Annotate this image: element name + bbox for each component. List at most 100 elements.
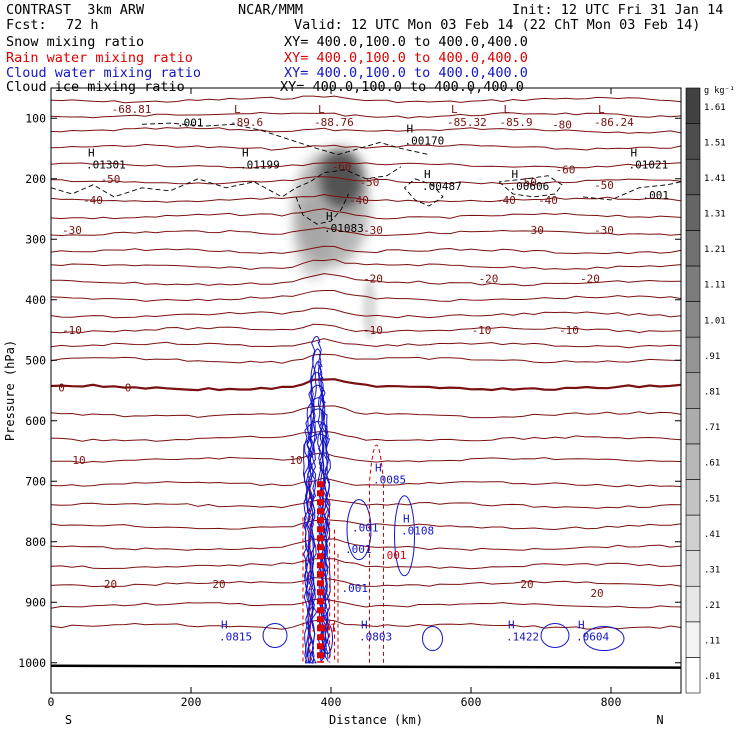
temperature-isotherms: -68.81-60 -60-50 -50 -50 -50-40 -40 -40 -40-30-… bbox=[50, 95, 682, 630]
colorbar-segment bbox=[685, 265, 701, 302]
colorbar-segment bbox=[685, 158, 701, 196]
y-tick-label: 700 bbox=[25, 474, 46, 488]
low-value-label: -85.9 bbox=[500, 116, 533, 129]
low-marker: L bbox=[504, 103, 511, 116]
colorbar-tick-label: .01 bbox=[704, 672, 720, 682]
isotherm-label: 0 bbox=[58, 381, 65, 394]
cloud-ice-contours bbox=[50, 122, 682, 225]
colorbar-tick-label: 1.11 bbox=[704, 281, 726, 291]
high-marker: H bbox=[407, 122, 414, 135]
isotherm-label: -50 bbox=[101, 173, 121, 186]
model-title: CONTRAST 3km ARW bbox=[6, 2, 145, 18]
isotherm-label: 20 bbox=[590, 587, 603, 600]
north-label: N bbox=[656, 713, 663, 727]
forecast-hours: 72 h bbox=[66, 17, 99, 33]
isotherm-line bbox=[50, 127, 682, 134]
cloud-ice-contour bbox=[582, 181, 682, 201]
maximum-value-label: .0803 bbox=[359, 631, 392, 644]
isotherm-line bbox=[50, 598, 682, 609]
maximum-value-label: .01301 bbox=[86, 159, 126, 172]
high-marker: H bbox=[508, 619, 515, 632]
colorbar-segment bbox=[685, 621, 701, 658]
isotherm-label: -30 bbox=[594, 224, 614, 237]
isotherm-label: -30 bbox=[363, 224, 383, 237]
y-tick-label: 900 bbox=[25, 595, 46, 609]
cloud-ice-contour bbox=[295, 193, 349, 225]
rain-field-xy: XY= 400.0,100.0 to 400.0,400.0 bbox=[284, 50, 528, 66]
isotherm-label: -40 bbox=[538, 194, 558, 207]
colorbar-segment bbox=[685, 123, 701, 160]
colorbar-segment bbox=[685, 372, 701, 409]
isotherm-line bbox=[50, 619, 682, 630]
high-marker: H bbox=[403, 513, 410, 526]
isotherm-line bbox=[50, 557, 682, 570]
high-marker: H bbox=[375, 461, 382, 474]
plot-frame bbox=[50, 87, 682, 694]
colorbar-tick-label: .31 bbox=[704, 565, 720, 575]
center-name: NCAR/MMM bbox=[238, 2, 304, 18]
y-tick-label: 500 bbox=[25, 353, 46, 367]
low-value-label: -86.24 bbox=[594, 116, 634, 129]
high-marker: H bbox=[361, 619, 368, 632]
maximum-value-label: .00170 bbox=[405, 134, 445, 147]
low-marker: L bbox=[451, 103, 458, 116]
y-axis-label: Pressure (hPa) bbox=[3, 340, 17, 441]
isotherm-label: -68.81 bbox=[112, 103, 152, 116]
x-tick-label: 600 bbox=[461, 695, 482, 709]
maximum-value-label: .001 bbox=[310, 621, 337, 634]
maximum-value-label: .00606 bbox=[510, 180, 550, 193]
isotherm-line bbox=[50, 577, 682, 588]
cloud-ice-contour bbox=[50, 166, 402, 198]
snow-field-name: Snow mixing ratio bbox=[6, 34, 145, 50]
cloud-ice-contour bbox=[403, 178, 444, 207]
low-value-label: -88.76 bbox=[314, 116, 354, 129]
isotherm-label: -10 bbox=[472, 324, 492, 337]
isotherm-line bbox=[50, 378, 682, 392]
colorbar-segment bbox=[685, 301, 701, 338]
high-marker: H bbox=[242, 147, 249, 160]
maximum-value-label: .0085 bbox=[373, 473, 406, 486]
cloud-water-contour bbox=[394, 495, 415, 577]
isotherm-label: 10 bbox=[289, 454, 302, 467]
colorbar-tick-label: 1.51 bbox=[704, 138, 726, 148]
cloud-water-contour bbox=[302, 433, 331, 664]
isotherm-line bbox=[50, 452, 682, 464]
maximum-value-label: .00487 bbox=[422, 180, 462, 193]
isotherm-label: -10 bbox=[62, 324, 82, 337]
maximum-value-label: .001 bbox=[643, 189, 670, 202]
colorbar-segment bbox=[685, 443, 701, 480]
low-value-label: -85.32 bbox=[447, 116, 487, 129]
isotherm-label: -60 bbox=[556, 164, 576, 177]
maximum-value-label: .0604 bbox=[576, 631, 609, 644]
isotherm-line bbox=[50, 208, 682, 220]
colorbar-tick-label: .71 bbox=[704, 423, 720, 433]
colorbar-segment bbox=[685, 407, 701, 445]
high-marker: H bbox=[424, 168, 431, 181]
isotherm-label: -20 bbox=[479, 273, 499, 286]
forecast-label: Fcst: bbox=[6, 17, 47, 33]
isotherm-label: -50 bbox=[360, 176, 380, 189]
colorbar-segment bbox=[685, 87, 701, 124]
isotherm-line bbox=[50, 498, 682, 509]
colorbar-segment bbox=[685, 479, 701, 516]
snow-plume-lower bbox=[295, 199, 332, 280]
isotherm-line bbox=[50, 477, 682, 488]
isotherm-label: -20 bbox=[580, 273, 600, 286]
x-tick-label: 400 bbox=[321, 695, 342, 709]
isotherm-line bbox=[50, 518, 682, 531]
x-tick-label: 800 bbox=[601, 695, 622, 709]
isotherm-line bbox=[50, 193, 682, 203]
y-tick-label: 1000 bbox=[18, 656, 46, 670]
isotherm-label: -60 bbox=[332, 161, 352, 174]
high-marker: H bbox=[578, 619, 585, 632]
cloud-water-contour bbox=[540, 623, 570, 649]
isotherm-label: -40 bbox=[496, 194, 516, 207]
cloudice-field-xy: XY= 400.0,100.0 to 400.0,400.0 bbox=[280, 79, 524, 95]
maximum-value-label: .01021 bbox=[629, 159, 669, 172]
colorbar-segment bbox=[685, 194, 701, 231]
colorbar-tick-label: .11 bbox=[704, 637, 720, 647]
maximum-value-label: .01199 bbox=[240, 159, 280, 172]
colorbar-tick-label: 1.31 bbox=[704, 210, 726, 220]
